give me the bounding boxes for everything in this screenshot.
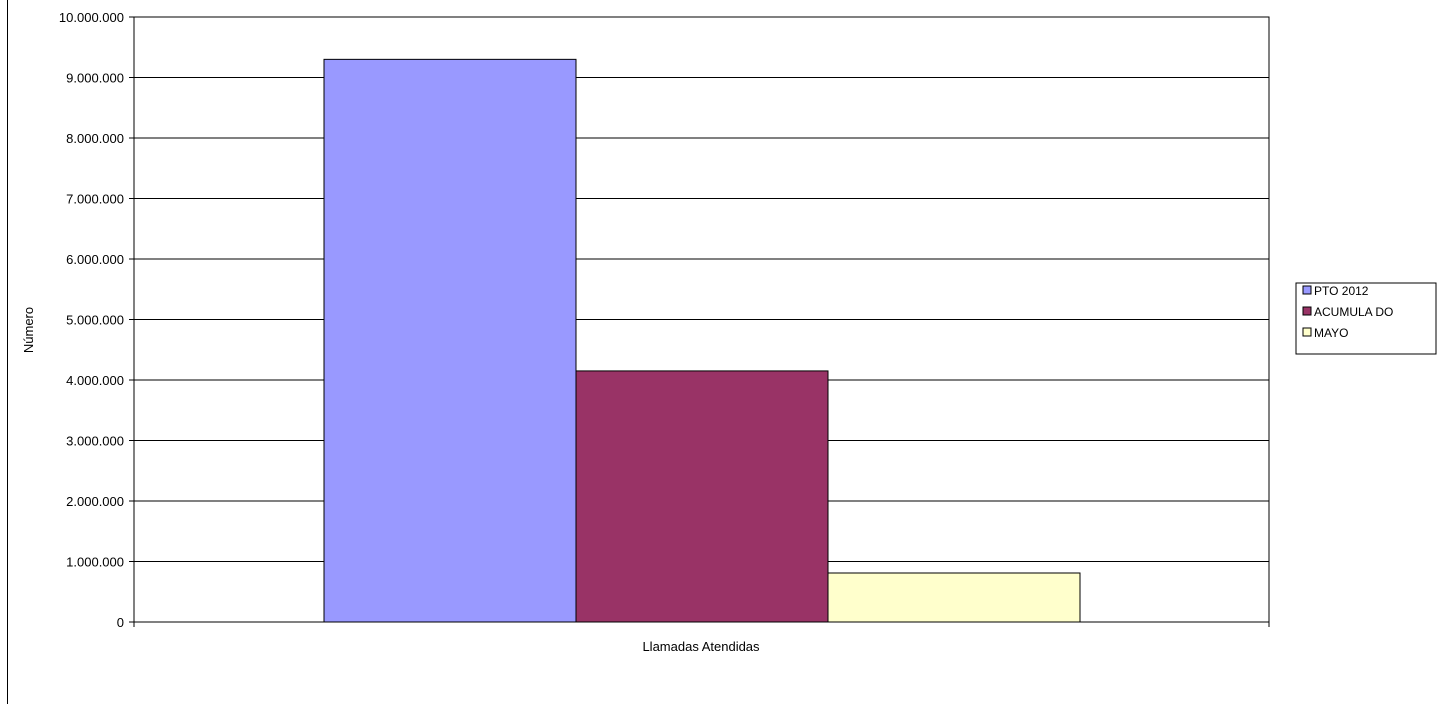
- y-tick-label: 10.000.000: [59, 10, 124, 25]
- legend-swatch: [1302, 306, 1312, 316]
- axes: [129, 16, 1270, 627]
- bar-acumulado: [575, 370, 829, 623]
- bar-pto-2012: [323, 58, 577, 623]
- legend-label: MAYO: [1314, 326, 1348, 340]
- y-axis-title: Número: [21, 307, 36, 353]
- y-tick-label: 3.000.000: [66, 434, 124, 449]
- legend-label: PTO 2012: [1314, 284, 1369, 298]
- legend-swatch: [1302, 327, 1312, 337]
- legend-box: [1295, 282, 1437, 355]
- y-tick-label: 7.000.000: [66, 192, 124, 207]
- y-tick-label: 9.000.000: [66, 71, 124, 86]
- chart-frame: [7, 0, 1446, 704]
- y-tick-labels: 0 1.000.000 2.000.000 3.000.000 4.000.000 5.0…: [59, 10, 124, 630]
- x-category-label: Llamadas Atendidas: [642, 639, 760, 654]
- y-tick-label: 6.000.000: [66, 252, 124, 267]
- bar-mayo: [827, 572, 1081, 623]
- plot-area: [133, 16, 1270, 623]
- legend: PTO 2012 ACUMULA DO MAYO: [1295, 282, 1437, 355]
- y-tick-label: 5.000.000: [66, 313, 124, 328]
- y-tick-label: 8.000.000: [66, 131, 124, 146]
- y-tick-label: 2.000.000: [66, 494, 124, 509]
- y-tick-label: 4.000.000: [66, 373, 124, 388]
- bars: [323, 58, 1081, 623]
- y-tick-label: 1.000.000: [66, 555, 124, 570]
- legend-label: ACUMULA DO: [1314, 305, 1393, 319]
- y-tick-label: 0: [117, 615, 124, 630]
- legend-swatch: [1302, 285, 1312, 295]
